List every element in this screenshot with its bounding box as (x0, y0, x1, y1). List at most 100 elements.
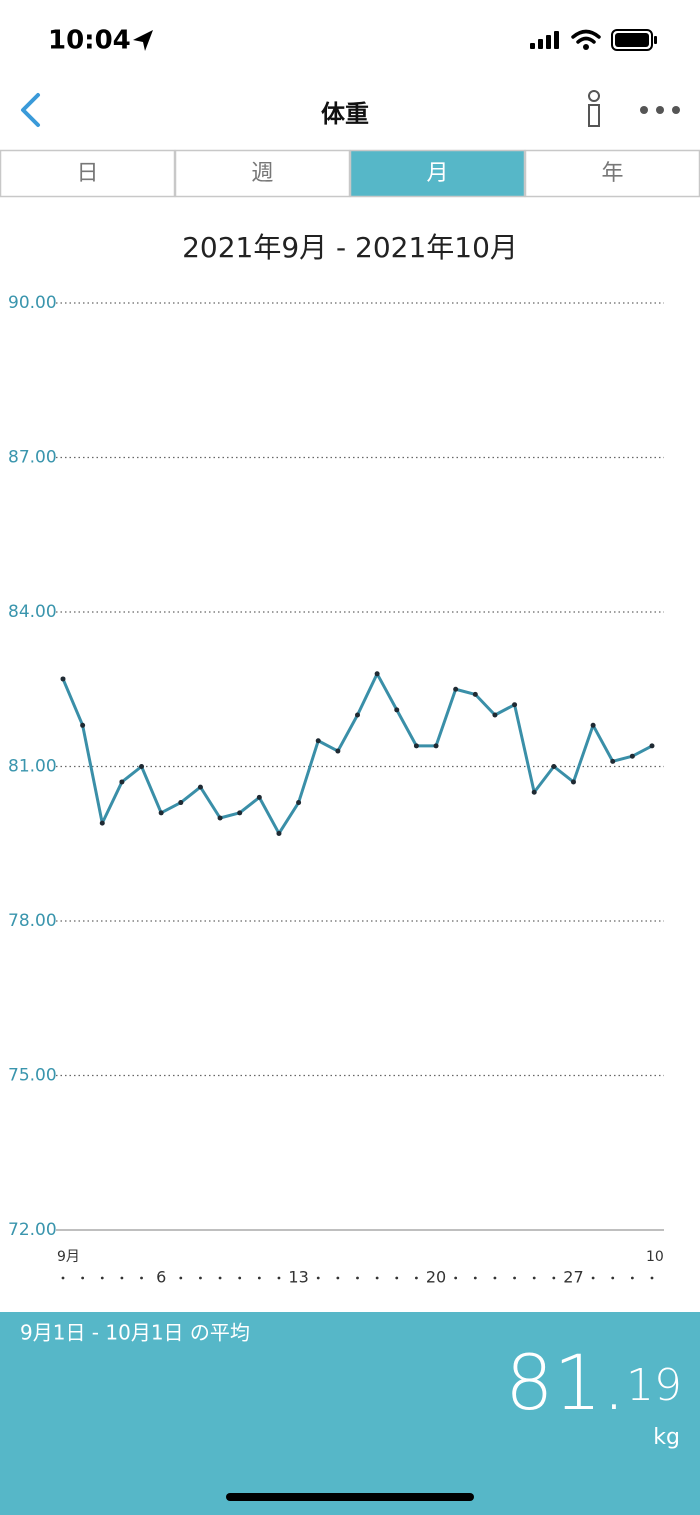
data-point (139, 764, 145, 769)
x-tick-label: 13 (288, 1268, 308, 1287)
x-tick-dot (532, 1276, 536, 1280)
x-tick-label: 10 (646, 1249, 664, 1265)
data-point (158, 810, 164, 816)
series-line (61, 672, 653, 835)
data-point (296, 800, 302, 806)
x-tick-label: 27 (563, 1268, 583, 1287)
data-point (531, 789, 537, 795)
x-tick-dot (316, 1276, 320, 1280)
y-tick-label: 84.00 (8, 602, 57, 622)
data-point (217, 815, 223, 821)
data-point (276, 830, 282, 836)
x-tick-dot (257, 1276, 261, 1280)
x-tick-dot (61, 1276, 65, 1280)
tab[interactable] (349, 149, 526, 198)
data-point (256, 794, 262, 800)
x-tick-dot (513, 1276, 516, 1280)
footer (0, 1312, 700, 1515)
battery-cap (654, 36, 657, 44)
wifi-icon (571, 29, 601, 44)
data-point (355, 712, 360, 718)
data-point (80, 722, 86, 728)
x-tick-dot (81, 1276, 85, 1280)
x-tick-dot (277, 1276, 281, 1280)
x-tick-dot (552, 1276, 556, 1280)
data-point (629, 753, 635, 759)
x-tick-dot (415, 1276, 418, 1280)
wifi-dot (583, 44, 589, 50)
data-point (492, 712, 498, 718)
x-tick-label: 20 (426, 1268, 446, 1287)
x-tick-dot (630, 1276, 634, 1280)
location-icon (133, 30, 153, 51)
data-point (453, 686, 459, 692)
x-tick-dot (100, 1276, 104, 1280)
x-tick-dot (454, 1276, 458, 1280)
x-tick-dot (591, 1276, 595, 1280)
back-button[interactable] (21, 93, 40, 127)
home-indicator (226, 1493, 474, 1501)
x-tick-dot (395, 1276, 399, 1280)
data-point (178, 800, 184, 806)
battery (611, 29, 653, 51)
y-tick-label: 90.00 (8, 293, 57, 313)
x-tick-dot (375, 1276, 379, 1280)
data-point (315, 738, 321, 744)
y-tick-label: 78.00 (8, 911, 57, 931)
tab[interactable] (174, 149, 351, 198)
tab-label: 日 (76, 161, 98, 186)
data-point (197, 784, 203, 790)
more-button[interactable] (640, 106, 680, 114)
y-tick-label: 72.00 (8, 1220, 57, 1240)
data-point (99, 820, 105, 826)
data-point (119, 779, 125, 785)
x-tick-dot (179, 1276, 183, 1280)
tab-label: 年 (601, 161, 623, 186)
x-tick-dot (336, 1276, 340, 1280)
x-tick-dot (199, 1276, 202, 1280)
y-tick-label: 87.00 (8, 448, 57, 468)
tab[interactable] (0, 149, 176, 198)
y-tick-label: 75.00 (8, 1066, 57, 1086)
info-button[interactable] (588, 90, 600, 127)
data-point (472, 691, 478, 697)
x-tick-dot (493, 1276, 497, 1280)
y-tick-label: 81.00 (8, 757, 57, 777)
data-point (60, 676, 66, 682)
data-point (570, 779, 576, 785)
tab-label: 月 (426, 161, 448, 186)
signal-icon (530, 31, 559, 49)
tab-label: 週 (251, 161, 273, 186)
data-point (551, 764, 557, 769)
average-value: 81.19 (505, 1338, 682, 1427)
header-title: 体重 (321, 100, 369, 128)
x-tick-label: 9月 (57, 1249, 80, 1265)
battery-level (615, 33, 649, 47)
average-caption: 9月1日 - 10月1日 の平均 (20, 1321, 250, 1345)
data-point (374, 671, 380, 677)
x-tick-dot (218, 1276, 222, 1280)
data-point (335, 748, 341, 754)
data-point (512, 702, 518, 708)
average-main: 81. (505, 1338, 626, 1427)
data-point (394, 707, 400, 713)
data-point (590, 722, 596, 728)
x-tick-label: 6 (156, 1268, 166, 1287)
data-point (237, 810, 243, 816)
data-point (610, 758, 616, 764)
date-range: 2021年9月 - 2021年10月 (182, 231, 518, 264)
x-tick-dot (650, 1276, 654, 1280)
x-tick-dot (611, 1276, 615, 1280)
x-tick-dot (473, 1276, 477, 1280)
x-tick-dot (238, 1276, 242, 1280)
x-tick-dot (120, 1276, 124, 1280)
average-unit: kg (653, 1425, 680, 1450)
data-point (413, 743, 419, 749)
status-time: 10:04 (48, 26, 131, 56)
data-point (433, 743, 439, 749)
tab[interactable] (524, 149, 700, 198)
data-point (649, 743, 655, 749)
x-tick-dot (140, 1276, 143, 1280)
